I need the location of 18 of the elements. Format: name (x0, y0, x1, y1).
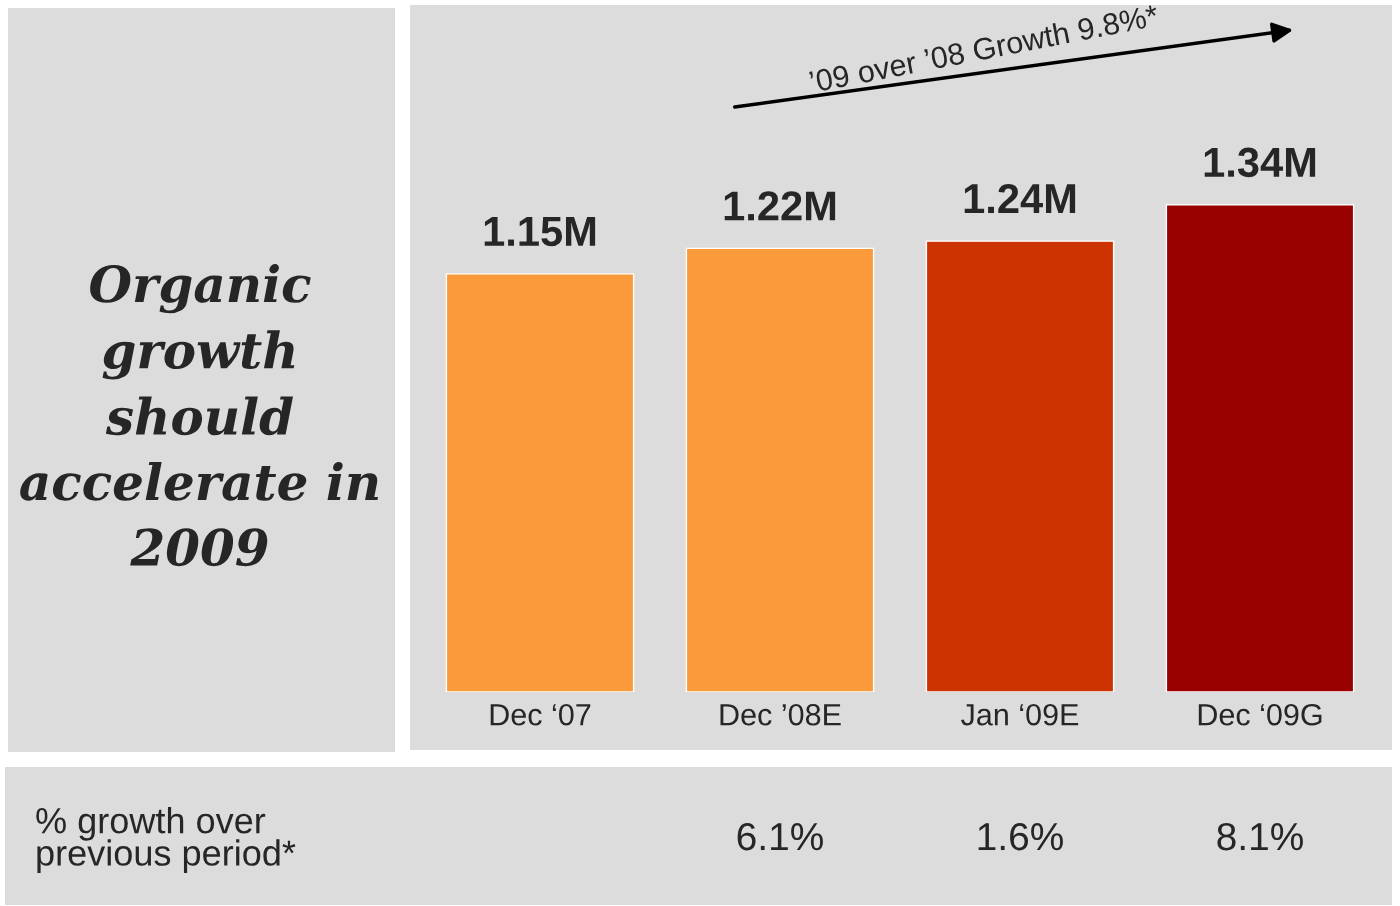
text: 6.1% (737, 822, 823, 851)
text: 1.6% (978, 822, 1063, 851)
x-tick-label: Dec ’08E (720, 703, 841, 726)
x-tick-label: Dec ‘09G (1198, 703, 1322, 726)
text: Organic growth should accelerate in 2009 (20, 264, 378, 567)
data-label: 1.24M (964, 183, 1076, 214)
x-tick-label: Jan ‘09E (961, 703, 1079, 726)
data-label: 1.15M (484, 217, 596, 247)
text: % growth over previous period* (36, 806, 296, 874)
bar (685, 247, 875, 692)
bar (1165, 204, 1355, 692)
data-label: 1.34M (1204, 147, 1316, 178)
data-label: 1.22M (724, 191, 836, 221)
x-tick-label: Dec ‘07 (490, 703, 591, 726)
text: ’09 over ’08 Growth 9.8%* (808, 3, 1160, 93)
bar (445, 273, 635, 692)
bar (925, 240, 1115, 692)
text: 8.1% (1217, 822, 1303, 851)
